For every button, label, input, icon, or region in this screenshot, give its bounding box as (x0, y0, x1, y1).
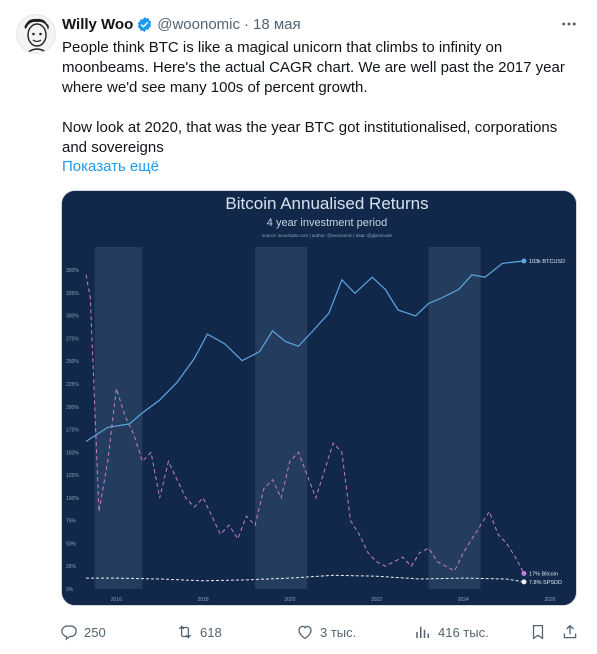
more-dots-icon (562, 22, 576, 26)
y-tick-label: 75% (66, 519, 77, 525)
x-tick-label: 2022 (371, 597, 382, 603)
like-button[interactable]: 3 тыс. (296, 620, 356, 644)
y-tick-label: 100% (66, 496, 79, 502)
tweet-actions: 250 618 3 тыс. 416 тыс. (60, 620, 580, 644)
retweet-button[interactable]: 618 (176, 620, 222, 644)
more-options-button[interactable] (559, 14, 579, 34)
retweet-count: 618 (200, 624, 222, 640)
tweet-paragraph: Now look at 2020, that was the year BTC … (62, 119, 558, 156)
share-icon (563, 624, 577, 639)
btcusd-price-line (85, 260, 525, 443)
highlight-band (255, 247, 308, 589)
bookmark-button[interactable] (529, 620, 553, 644)
y-tick-label: 275% (66, 336, 79, 342)
verified-badge-icon (138, 16, 152, 32)
y-tick-label: 50% (66, 541, 77, 547)
x-tick-label: 2020 (284, 597, 295, 603)
y-tick-label: 225% (66, 382, 79, 388)
bookmark-icon (532, 624, 544, 640)
separator-dot: · (244, 15, 250, 33)
like-count: 3 тыс. (320, 624, 357, 640)
btcusd-end-label: 103k BTCUSD (529, 259, 565, 265)
y-tick-label: 150% (66, 450, 79, 456)
x-tick-label: 2024 (458, 597, 469, 603)
y-tick-label: 200% (66, 405, 79, 411)
chart-image[interactable]: Bitcoin Annualised Returns 4 year invest… (61, 190, 577, 606)
show-more-link[interactable]: Показать ещё (62, 158, 159, 175)
y-tick-label: 0% (66, 587, 74, 593)
y-tick-label: 250% (66, 359, 79, 365)
annualised-returns-chart: Bitcoin Annualised Returns 4 year invest… (62, 191, 576, 605)
author-name[interactable]: Willy Woo (62, 15, 134, 33)
tweet-date[interactable]: 18 мая (253, 15, 301, 33)
y-tick-label: 125% (66, 473, 79, 479)
reply-count: 250 (84, 624, 106, 640)
views-button[interactable]: 416 тыс. (414, 620, 489, 644)
spx-end-label: 7.8% SPSDD (529, 580, 562, 586)
y-tick-label: 300% (66, 314, 79, 320)
tweet-text: People think BTC is like a magical unico… (62, 38, 582, 158)
spx-return-line (86, 574, 525, 583)
y-tick-label: 350% (66, 268, 79, 274)
share-button[interactable] (561, 620, 585, 644)
author-handle[interactable]: @woonomic (157, 15, 241, 33)
chart-subtitle: 4 year investment period (267, 217, 387, 229)
reply-icon (61, 625, 77, 641)
views-chart-icon (416, 626, 429, 638)
views-count: 416 тыс. (438, 624, 489, 640)
bitcoin-return-line (85, 274, 525, 574)
reply-button[interactable]: 250 (60, 620, 106, 644)
y-tick-label: 25% (66, 564, 77, 570)
x-tick-label: 2016 (111, 597, 122, 603)
y-tick-label: 325% (66, 291, 79, 297)
avatar[interactable] (16, 14, 56, 54)
bitcoin-end-label: 17% Bitcoin (529, 572, 558, 578)
y-tick-label: 175% (66, 428, 79, 434)
tweet-paragraph: People think BTC is like a magical unico… (62, 39, 565, 96)
bitcoin-end-marker (521, 571, 527, 577)
spx-end-marker (521, 579, 527, 585)
heart-icon (298, 625, 312, 640)
x-tick-label: 2026 (544, 597, 555, 603)
btcusd-end-marker (521, 258, 527, 264)
chart-source-note: source: woocharts.com | author: @woonomi… (262, 233, 393, 238)
highlight-band (94, 247, 143, 589)
tweet-header: Willy Woo @woonomic · 18 мая (62, 14, 301, 34)
retweet-icon (178, 625, 192, 639)
x-tick-label: 2018 (198, 597, 209, 603)
chart-title: Bitcoin Annualised Returns (225, 194, 428, 213)
highlight-band (428, 247, 481, 589)
